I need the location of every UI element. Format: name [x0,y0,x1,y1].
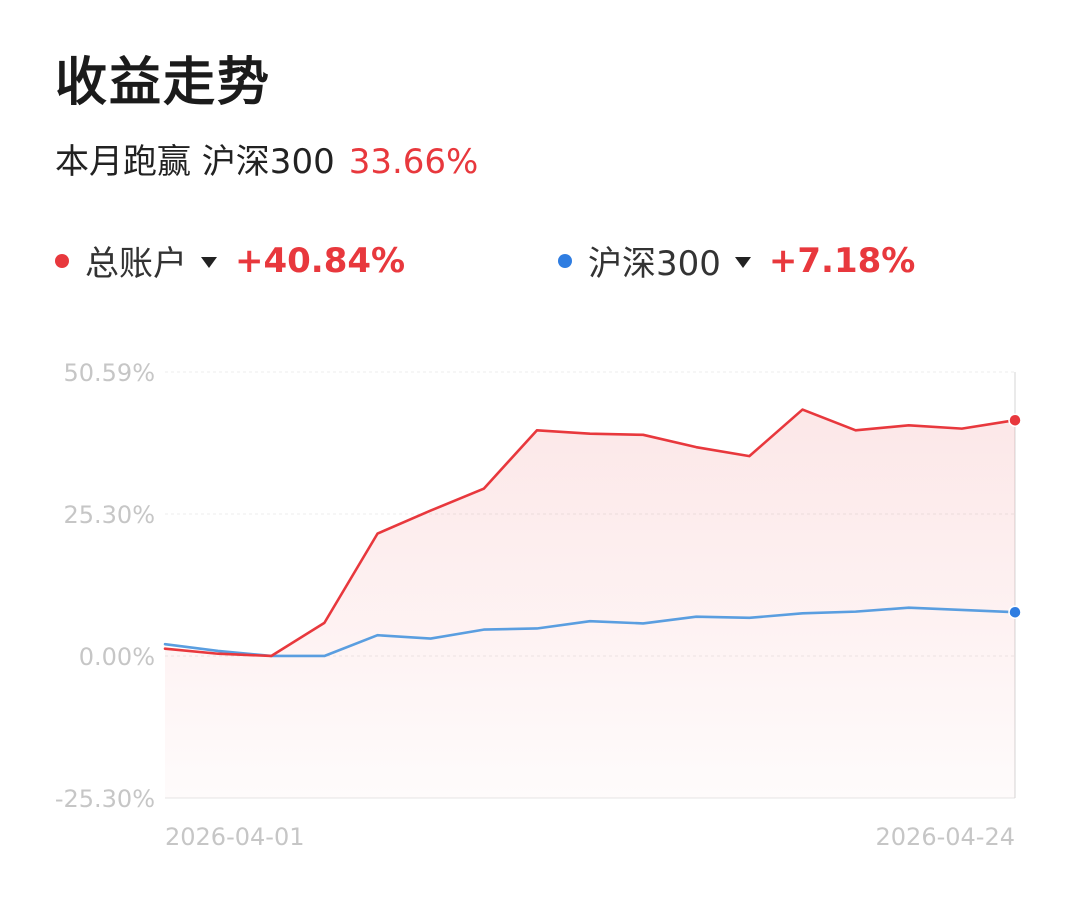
y-tick-label: 25.30% [63,501,155,529]
outperform-value: 33.66% [348,142,479,182]
x-tick-label: 2026-04-24 [876,823,1015,851]
legend-account-name: 总账户 [85,244,187,284]
outperform-summary: 本月跑赢 沪深300 33.66% [55,134,478,183]
index-end-point [1008,605,1022,619]
account-line [163,408,1017,658]
legend-index[interactable]: 沪深300 +7.18% [558,236,915,285]
legend-index-name: 沪深300 [588,244,721,284]
x-tick-label: 2026-04-01 [165,823,304,851]
legend-account[interactable]: 总账户 +40.84% [55,236,405,285]
index-line [163,606,1017,658]
legend-index-value: +7.18% [768,240,916,281]
account-end-point [1008,413,1022,427]
profit-line-chart[interactable]: 50.59% 25.30% 0.00% -25.30% 2026-04-01 2026-0… [0,340,1080,860]
y-tick-label: 0.00% [79,643,155,671]
legend-account-value: +40.84% [235,240,406,281]
caret-down-icon[interactable] [734,257,751,268]
index-dot-icon [558,253,572,268]
account-dot-icon [55,253,69,268]
page-title: 收益走势 [55,53,272,113]
y-tick-label: -25.30% [55,785,155,813]
caret-down-icon[interactable] [201,257,217,268]
account-area [165,409,1015,798]
outperform-label: 本月跑赢 沪深300 [55,142,335,182]
y-tick-label: 50.59% [63,359,155,387]
